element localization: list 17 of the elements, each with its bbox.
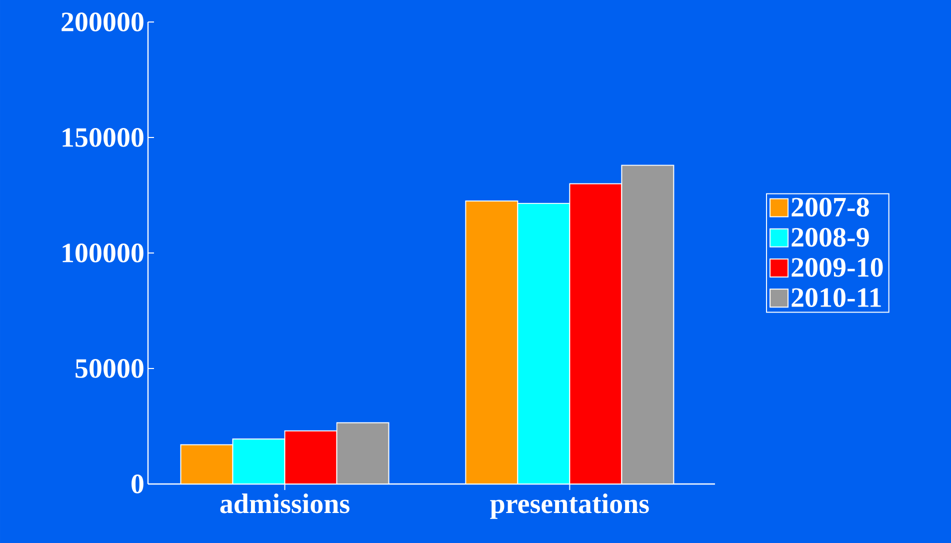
y-tick-label: 200000	[62, 12, 144, 32]
bar	[180, 444, 234, 484]
y-tick-label: 100000	[62, 244, 144, 262]
bar	[465, 200, 518, 484]
y-tick-label: 50000	[76, 359, 144, 378]
y-tick-label: 150000	[62, 128, 144, 147]
legend-label: 2010-11	[792, 288, 881, 307]
bar	[232, 438, 286, 484]
legend-label: 2009-10	[792, 258, 883, 277]
bar	[284, 430, 338, 484]
bar	[569, 183, 622, 484]
x-tick-label: presentations	[490, 494, 649, 519]
legend-label: 2008-9	[792, 228, 869, 247]
legend-label: 2007-8	[792, 198, 869, 217]
x-tick-label: admissions	[220, 494, 350, 514]
y-tick-label: 0	[132, 474, 144, 494]
bar	[517, 202, 570, 484]
